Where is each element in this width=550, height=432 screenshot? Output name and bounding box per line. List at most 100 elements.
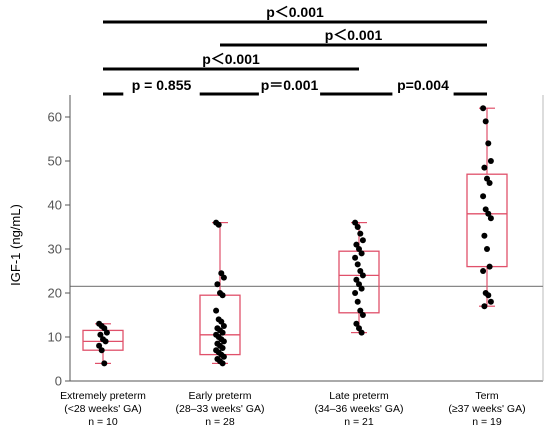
data-point [480, 268, 487, 274]
data-point [485, 210, 492, 217]
data-point [480, 105, 487, 112]
category-label-line: (34–36 weeks' GA) [315, 403, 404, 415]
data-point [487, 215, 494, 222]
data-point [481, 303, 488, 310]
data-point [480, 193, 487, 200]
data-point [482, 206, 489, 213]
y-tick-label: 50 [48, 154, 62, 169]
y-tick-label: 0 [55, 374, 62, 389]
y-tick-label: 40 [48, 198, 62, 213]
data-point [357, 307, 364, 314]
y-tick-label: 30 [48, 242, 62, 257]
p-value-label: p＜0.001 [202, 51, 260, 67]
y-axis: 0 10 20 30 40 50 60 [48, 95, 71, 389]
data-point [358, 285, 365, 292]
data-point [219, 360, 226, 367]
box-group [466, 105, 508, 310]
data-point [358, 329, 365, 336]
category-label-line: n = 19 [472, 416, 502, 428]
data-point [213, 307, 220, 314]
data-point [352, 219, 359, 226]
data-point [220, 323, 227, 329]
data-point [354, 298, 361, 305]
category-label-line: (<28 weeks' GA) [64, 403, 142, 415]
p-value-label: p = 0.855 [132, 77, 192, 93]
data-point [101, 360, 108, 367]
data-point [103, 329, 110, 336]
data-point [215, 221, 222, 228]
data-point [487, 298, 494, 305]
data-point [484, 175, 490, 182]
data-point [219, 292, 226, 299]
data-point [219, 345, 226, 351]
data-point [98, 347, 105, 354]
data-point [358, 250, 365, 257]
data-point [219, 329, 226, 336]
data-point [359, 237, 366, 244]
data-point [485, 140, 492, 147]
data-point [220, 338, 227, 345]
label-gap [258, 91, 321, 97]
significance-bracket: p＝0.001 [220, 77, 359, 97]
significance-bracket: p＜0.001 [103, 4, 487, 24]
data-point [482, 118, 489, 125]
data-point [96, 342, 103, 349]
y-axis-label: IGF-1 (ng/mL) [8, 204, 23, 286]
data-point [352, 290, 359, 296]
data-point [101, 325, 108, 332]
data-point [220, 353, 227, 360]
category-label-line: Late preterm [329, 390, 389, 402]
p-value-label: p＜0.001 [266, 4, 324, 20]
data-point [357, 230, 364, 237]
data-point [486, 263, 493, 270]
x-axis-categories: Extremely preterm(<28 weeks' GA)n = 10 Ea… [60, 390, 526, 428]
data-point [97, 331, 104, 338]
box-group [82, 320, 124, 367]
data-point [356, 246, 362, 252]
data-point [484, 246, 490, 252]
y-tick-label: 20 [48, 286, 62, 301]
data-point [353, 241, 360, 248]
y-tick-label: 10 [48, 330, 62, 345]
data-point [356, 325, 362, 332]
plot-area [70, 95, 544, 382]
label-gap [123, 91, 200, 97]
data-point [220, 274, 227, 281]
data-point [481, 164, 488, 171]
category-label-line: Early preterm [188, 390, 251, 402]
category-label-line: (≥37 weeks' GA) [448, 403, 525, 415]
category-label-line: Extremely preterm [60, 390, 146, 402]
data-point [352, 254, 359, 261]
significance-bracket: p=0.004 [359, 77, 487, 97]
data-point [353, 276, 360, 283]
data-point [359, 272, 366, 279]
data-point [486, 180, 493, 186]
data-point [218, 270, 225, 277]
category-label-line: Term [475, 390, 499, 402]
data-point [481, 232, 488, 239]
p-value-label: p＝0.001 [261, 77, 319, 93]
data-point [354, 261, 361, 268]
data-point [354, 224, 361, 230]
data-point [214, 281, 221, 288]
category-label-line: (28–33 weeks' GA) [176, 403, 265, 415]
significance-bracket: p＜0.001 [220, 27, 487, 47]
label-gap [392, 91, 454, 97]
p-value-label: p＜0.001 [325, 27, 383, 43]
significance-bracket: p = 0.855 [103, 77, 220, 97]
box-iqr [466, 173, 508, 268]
category-label-line: n = 28 [205, 416, 235, 428]
data-point [359, 312, 366, 318]
category-label-line: n = 21 [344, 416, 374, 428]
box-group [199, 219, 241, 367]
data-point [357, 268, 364, 274]
data-point [487, 158, 494, 164]
y-tick-label: 60 [48, 110, 62, 125]
data-point [218, 318, 225, 325]
category-label-line: n = 10 [88, 416, 118, 428]
data-point [356, 281, 362, 288]
data-point [102, 338, 109, 345]
box-group [338, 219, 380, 336]
